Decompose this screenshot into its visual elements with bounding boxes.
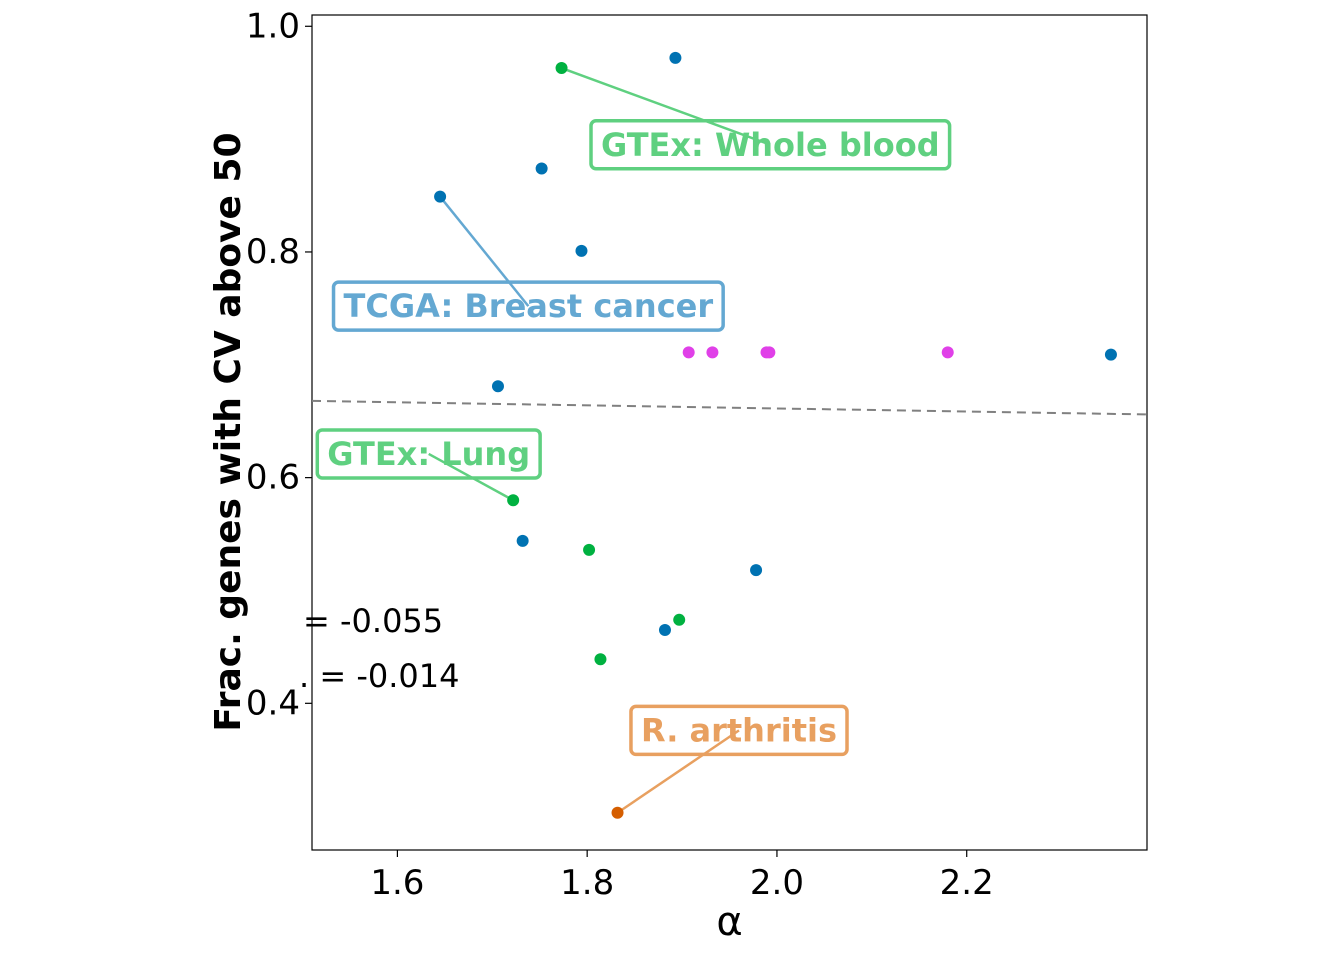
data-point xyxy=(1104,348,1117,361)
annotation-leader-line xyxy=(428,452,514,502)
annotation-label: GTEx: Whole blood xyxy=(601,126,940,164)
data-point xyxy=(673,613,686,626)
data-point xyxy=(434,190,447,203)
y-axis-label: Frac. genes with CV above 50 xyxy=(208,132,249,731)
data-point xyxy=(669,51,682,64)
y-tick-label: 0.8 xyxy=(246,232,300,272)
data-point xyxy=(491,380,504,393)
y-tick-label: 0.4 xyxy=(246,683,300,723)
data-point xyxy=(611,806,624,819)
data-point xyxy=(682,346,695,359)
data-point xyxy=(516,534,529,547)
data-point xyxy=(555,62,568,75)
data-point xyxy=(575,244,588,257)
data-point xyxy=(658,623,671,636)
x-axis-label: α xyxy=(716,899,742,945)
x-tick-label: 2.0 xyxy=(750,863,804,903)
data-point xyxy=(941,346,954,359)
annotation-box xyxy=(331,280,725,332)
data-points xyxy=(434,51,1117,819)
annotation-label: R. arthritis xyxy=(641,711,837,749)
y-tick-label: 0.6 xyxy=(246,458,300,498)
data-point xyxy=(750,564,763,577)
y-tick-label: 1.0 xyxy=(246,6,300,46)
annotation-label: GTEx: Lung xyxy=(327,435,530,473)
annotation-leader-line xyxy=(561,66,771,146)
data-point xyxy=(535,162,548,175)
x-tick-label: 2.2 xyxy=(940,863,994,903)
plot-layer xyxy=(305,14,1148,857)
plot-frame xyxy=(311,14,1148,851)
stat-text-line: = -0.055 xyxy=(303,602,443,640)
x-tick-label: 1.8 xyxy=(560,863,614,903)
stat-text-line: . = -0.014 xyxy=(299,657,459,695)
data-point xyxy=(594,653,607,666)
data-point xyxy=(706,346,719,359)
text-layer: GTEx: Whole blood TCGA: Breast cancer GTEx… xyxy=(208,6,994,945)
data-point xyxy=(763,346,776,359)
annotation-leader-line xyxy=(616,729,740,814)
x-tick-label: 1.6 xyxy=(370,863,424,903)
trend-line xyxy=(312,399,1147,416)
annotation-leader-line xyxy=(439,195,530,307)
data-point xyxy=(583,543,596,556)
data-point xyxy=(507,494,520,507)
annotation-label: TCGA: Breast cancer xyxy=(344,287,714,325)
